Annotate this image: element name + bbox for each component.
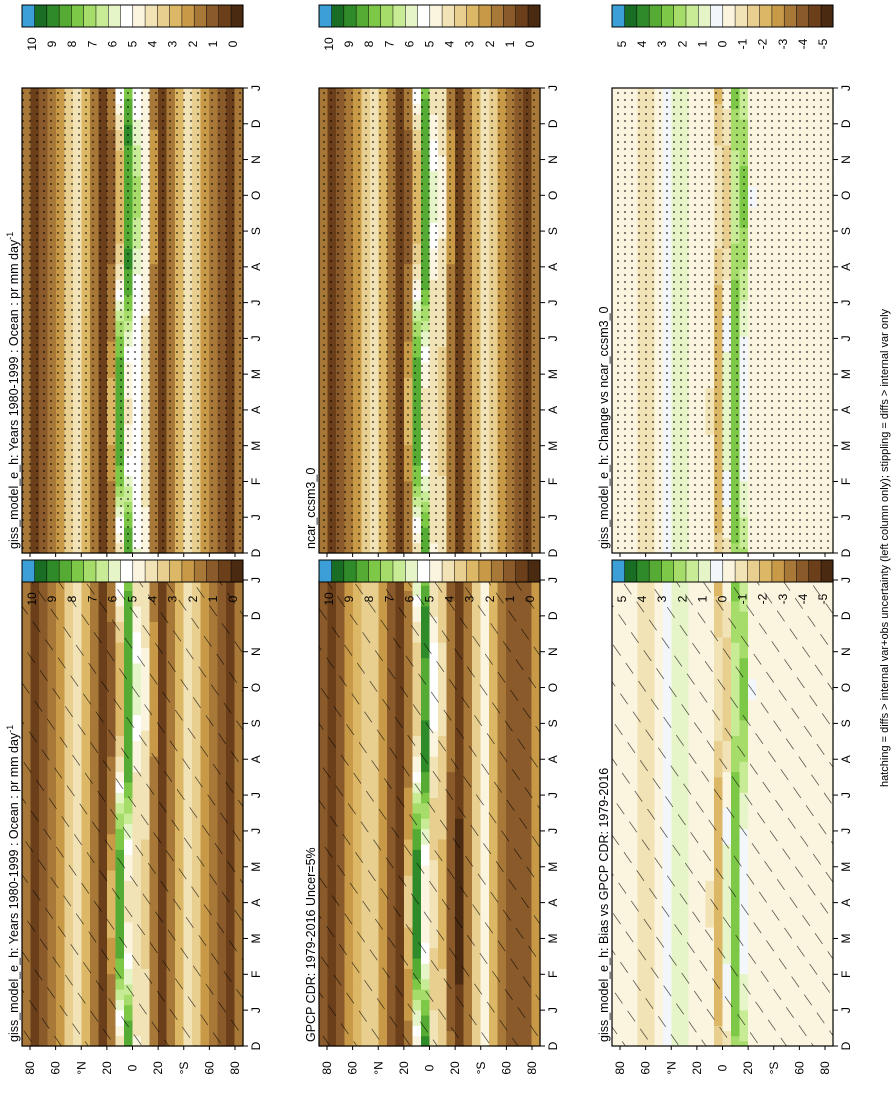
x-tick-label: F xyxy=(249,971,263,978)
x-tick-label: J xyxy=(249,577,263,583)
x-tick-label: J xyxy=(249,828,263,834)
y-tick-label: °N xyxy=(74,1061,88,1074)
x-tick-label: J xyxy=(249,792,263,798)
panel-2: DJFMAMJJASONDJ8060°N20020°S6080giss_mode… xyxy=(5,85,263,582)
x-tick-label: M xyxy=(249,441,263,451)
y-tick-label: 20 xyxy=(100,1061,114,1075)
x-tick-label: J xyxy=(249,1007,263,1013)
x-tick-label: A xyxy=(249,899,263,907)
x-tick-label: S xyxy=(249,227,263,235)
y-tick-label: 20 xyxy=(151,1061,165,1075)
x-tick-label: D xyxy=(249,1041,263,1050)
panel-title: giss_model_e_h: Years 1980-1999 : Ocean … xyxy=(5,232,21,549)
y-tick-label: 0 xyxy=(126,1064,140,1071)
x-tick-label: J xyxy=(249,85,263,91)
panel-1: D J F M A M J J A S O N D J 80 60 °N 20 0 20 °S 60 80 giss_mode… xyxy=(5,577,263,1075)
y-tick-label: 80 xyxy=(23,1061,37,1075)
x-tick-label: N xyxy=(249,155,263,164)
x-tick-label: M xyxy=(249,933,263,943)
panels: D J F M A M J J A S O N D J 80 60 °N 20 0 20 °S 60 80 giss_mode… xyxy=(5,85,853,1075)
x-tick-label: S xyxy=(249,719,263,727)
stippling-overlay xyxy=(22,88,243,553)
x-tick-label: J xyxy=(249,335,263,341)
x-tick-label: A xyxy=(249,263,263,271)
x-tick-label: J xyxy=(249,300,263,306)
y-tick-label: 60 xyxy=(202,1061,216,1075)
x-tick-label: D xyxy=(249,611,263,620)
y-tick-label: 60 xyxy=(49,1061,63,1075)
x-tick-label: O xyxy=(249,191,263,200)
x-tick-label: M xyxy=(249,369,263,379)
x-tick-label: M xyxy=(249,862,263,872)
x-tick-label: O xyxy=(249,683,263,692)
x-tick-label: J xyxy=(249,514,263,520)
panel-title: giss_model_e_h: Years 1980-1999 : Ocean … xyxy=(5,725,21,1042)
y-tick-label: °S xyxy=(177,1062,191,1075)
x-tick-label: F xyxy=(249,478,263,485)
y-tick-label: 80 xyxy=(228,1061,242,1075)
hatching-overlay xyxy=(22,580,243,1046)
x-tick-label: N xyxy=(249,647,263,656)
x-tick-label: A xyxy=(249,755,263,763)
x-tick-label: D xyxy=(249,119,263,128)
x-tick-label: D xyxy=(249,548,263,557)
x-tick-label: A xyxy=(249,406,263,414)
